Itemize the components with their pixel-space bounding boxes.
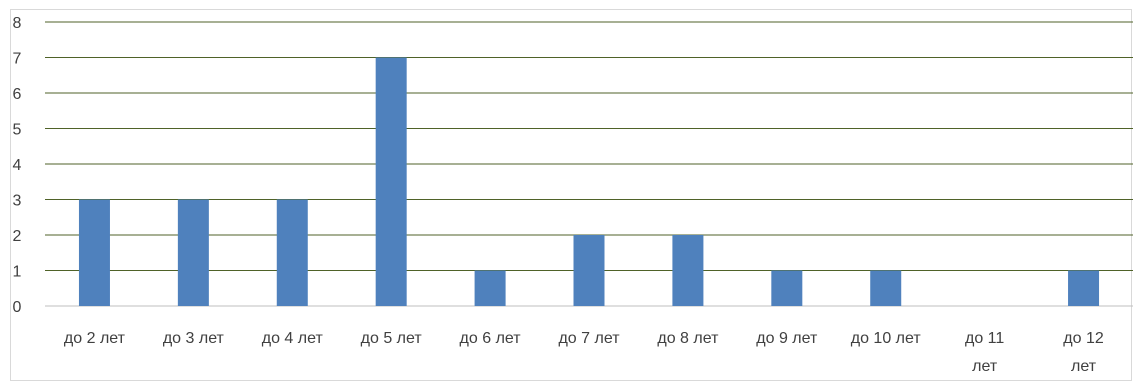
x-tick-label-6: до 8 лет (657, 330, 719, 347)
x-tick-label-line-10-0: до 12 (1063, 330, 1104, 347)
bar-7 (771, 270, 803, 306)
x-tick-label-0: до 2 лет (64, 330, 126, 347)
bar-4 (474, 270, 506, 306)
y-tick-label-1: 1 (13, 264, 22, 281)
chart-frame (10, 9, 1132, 381)
x-tick-label-line-6-0: до 8 лет (657, 330, 719, 347)
x-tick-label-line-4-0: до 6 лет (460, 330, 522, 347)
bar-3 (375, 57, 407, 306)
bars (78, 57, 1100, 306)
y-tick-label-5: 5 (13, 122, 22, 139)
bar-2 (276, 199, 308, 306)
y-tick-label-3: 3 (13, 193, 22, 210)
x-tick-label-1: до 3 лет (163, 330, 225, 347)
x-tick-label-line-7-0: до 9 лет (756, 330, 818, 347)
x-tick-label-9: до 11 лет (965, 330, 1004, 375)
bar-6 (672, 235, 704, 306)
y-tick-label-4: 4 (13, 157, 22, 174)
x-tick-label-line-2-0: до 4 лет (262, 330, 324, 347)
gridlines (45, 21, 1133, 271)
y-tick-label-6: 6 (13, 86, 22, 103)
x-tick-label-line-9-1: лет (972, 358, 998, 375)
bar-8 (870, 270, 902, 306)
x-tick-label-line-1-0: до 3 лет (163, 330, 225, 347)
x-tick-label-line-9-0: до 11 (965, 330, 1004, 347)
y-tick-label-2: 2 (13, 228, 22, 245)
bar-1 (177, 199, 209, 306)
x-tick-label-line-5-0: до 7 лет (558, 330, 620, 347)
y-tick-label-0: 0 (13, 299, 22, 316)
x-tick-label-line-8-0: до 10 лет (851, 330, 922, 347)
labels: 0 1 2 3 4 5 6 7 8 до 2 лет до 3 лет до 4 лет до 5 ле… (13, 15, 1104, 375)
x-tick-label-2: до 4 лет (262, 330, 324, 347)
x-tick-label-5: до 7 лет (558, 330, 620, 347)
bar-10 (1068, 270, 1100, 306)
x-tick-label-3: до 5 лет (361, 330, 423, 347)
x-tick-label-7: до 9 лет (756, 330, 818, 347)
x-tick-label-8: до 10 лет (851, 330, 922, 347)
x-tick-label-4: до 6 лет (460, 330, 522, 347)
y-tick-label-7: 7 (13, 51, 22, 68)
y-tick-label-8: 8 (13, 15, 22, 32)
bar-0 (78, 199, 110, 306)
x-tick-label-10: до 12 лет (1063, 330, 1104, 375)
x-tick-label-line-3-0: до 5 лет (361, 330, 423, 347)
bar-5 (573, 235, 605, 306)
x-tick-label-line-0-0: до 2 лет (64, 330, 126, 347)
x-tick-label-line-10-1: лет (1071, 358, 1097, 375)
